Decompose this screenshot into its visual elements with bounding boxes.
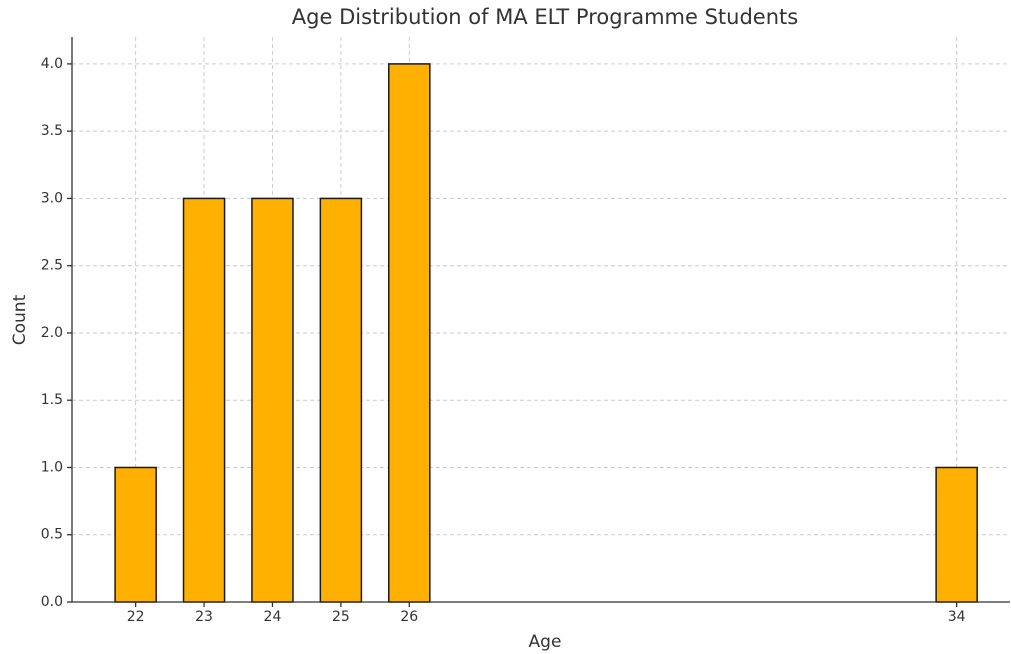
y-tick-label: 3.0	[41, 190, 63, 206]
chart-title: Age Distribution of MA ELT Programme Stu…	[292, 5, 798, 29]
y-tick-label: 1.5	[41, 392, 63, 408]
bar	[935, 466, 978, 603]
x-tick-label: 34	[948, 609, 966, 625]
bar	[251, 197, 294, 603]
y-axis-label: Count	[10, 294, 30, 345]
bar	[182, 197, 226, 603]
bar	[388, 63, 431, 603]
x-tick-label: 23	[195, 609, 213, 625]
y-tick-label: 3.5	[41, 123, 63, 139]
x-axis-label: Age	[529, 632, 562, 652]
bar	[114, 466, 157, 603]
y-tick-label: 2.5	[41, 258, 63, 274]
x-tick-label: 24	[264, 609, 282, 625]
y-tick-label: 0.5	[41, 527, 63, 543]
x-tick-label: 25	[332, 609, 350, 625]
bar	[319, 197, 363, 603]
y-tick-label: 4.0	[41, 56, 63, 72]
y-tick-label: 1.0	[41, 459, 63, 475]
y-tick-label: 0.0	[41, 594, 63, 610]
y-tick-label: 2.0	[41, 325, 63, 341]
x-tick-label: 26	[400, 609, 418, 625]
x-tick-label: 22	[127, 609, 145, 625]
